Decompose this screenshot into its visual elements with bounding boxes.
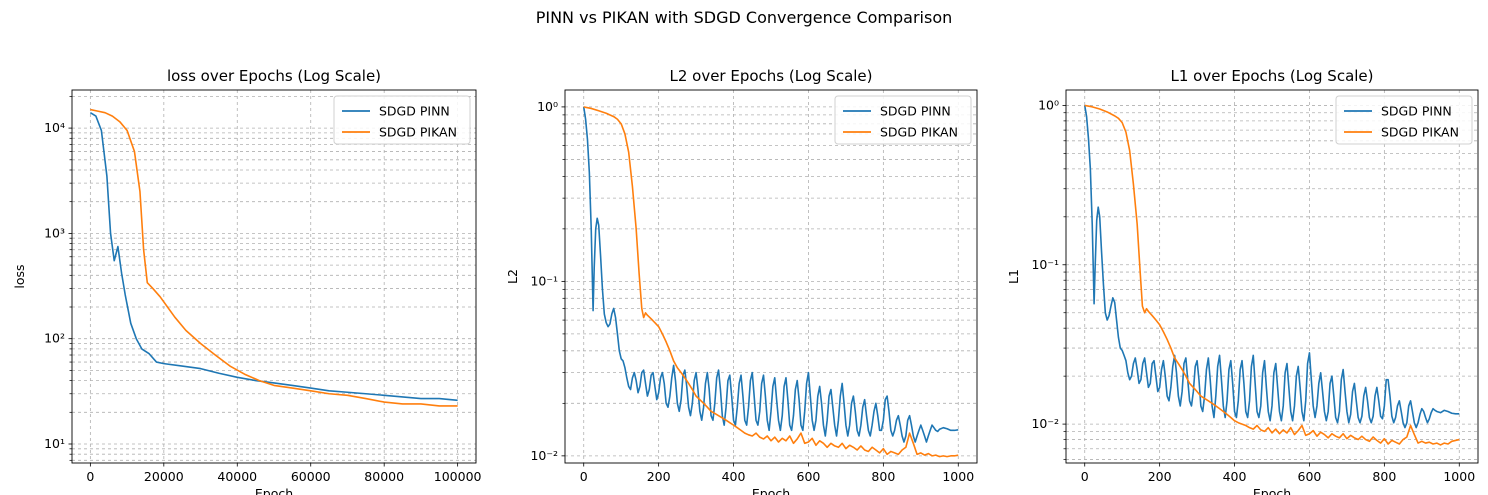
x-tick-label: 20000 — [144, 469, 184, 484]
x-tick-label: 1000 — [1443, 469, 1475, 484]
y-axis-label: L1 — [1006, 269, 1021, 284]
legend: SDGD PINN SDGD PIKAN — [1335, 95, 1473, 145]
chart-panel-3: 0 200 400 600 800 1000 10⁻² 10⁻¹ 10⁰ L1 over Epoc… — [1006, 67, 1479, 495]
x-tick-label: 600 — [797, 469, 821, 484]
minor-gridlines — [1063, 112, 1478, 460]
x-tick-label: 60000 — [291, 469, 331, 484]
legend: SDGD PINN SDGD PIKAN — [333, 95, 471, 145]
axes-frame — [71, 89, 477, 464]
legend-label-pinn: SDGD PINN — [1381, 104, 1452, 119]
chart-title: L1 over Epochs (Log Scale) — [1170, 67, 1373, 85]
legend: SDGD PINN SDGD PIKAN — [834, 95, 972, 145]
legend-label-pikan: SDGD PIKAN — [1381, 125, 1459, 140]
y-tick-label: 10⁻² — [1031, 416, 1059, 431]
minor-gridlines — [69, 95, 476, 461]
x-axis-label: Epoch — [1253, 486, 1291, 495]
chart-title: loss over Epochs (Log Scale) — [167, 67, 381, 85]
series-line-pinn — [1083, 105, 1460, 429]
x-tick-label: 400 — [722, 469, 746, 484]
series-line-pikan — [583, 106, 959, 458]
chart-panel-2: 0 200 400 600 800 1000 10⁻² 10⁻¹ 10⁰ L2 over Epoc… — [505, 67, 978, 495]
y-tick-label: 10⁻² — [530, 448, 558, 463]
x-tick-label: 0 — [1081, 469, 1089, 484]
series-line-pikan — [90, 108, 458, 407]
x-tick-label: 400 — [1223, 469, 1247, 484]
axes-frame — [564, 89, 978, 464]
chart-title: L2 over Epochs (Log Scale) — [669, 67, 872, 85]
x-tick-label: 100000 — [434, 469, 482, 484]
y-tick-label: 10⁻¹ — [530, 273, 558, 288]
x-tick-label: 200 — [647, 469, 671, 484]
axes-frame — [1065, 89, 1479, 464]
y-axis-label: loss — [12, 264, 27, 288]
x-tick-label: 80000 — [364, 469, 404, 484]
figure-suptitle: PINN vs PIKAN with SDGD Convergence Comp… — [536, 8, 953, 27]
y-axis-label: L2 — [505, 269, 520, 284]
legend-label-pinn: SDGD PINN — [880, 104, 951, 119]
y-tick-label: 10⁰ — [1038, 97, 1059, 112]
y-tick-label: 10² — [44, 331, 65, 346]
major-gridlines: 0 200 400 600 800 1000 10⁻² 10⁻¹ 10⁰ — [530, 90, 977, 484]
x-tick-label: 0 — [580, 469, 588, 484]
x-tick-label: 0 — [86, 469, 94, 484]
x-tick-label: 600 — [1298, 469, 1322, 484]
x-tick-label: 40000 — [217, 469, 257, 484]
panels: 0 20000 40000 60000 80000 10000010¹10²10³10⁴l… — [12, 67, 1479, 495]
x-tick-label: 200 — [1148, 469, 1172, 484]
y-tick-label: 10³ — [44, 225, 65, 240]
series-line-pinn — [89, 112, 458, 402]
x-tick-label: 800 — [1372, 469, 1396, 484]
major-gridlines: 0 20000 40000 60000 80000 100000 10¹ 10² 10³ 10⁴ — [44, 90, 482, 484]
legend-label-pikan: SDGD PIKAN — [379, 125, 457, 140]
x-axis-label: Epoch — [255, 486, 293, 495]
y-tick-label: 10⁴ — [44, 120, 65, 135]
legend-label-pikan: SDGD PIKAN — [880, 125, 958, 140]
y-tick-label: 10⁰ — [537, 99, 558, 114]
legend-label-pinn: SDGD PINN — [379, 104, 450, 119]
minor-gridlines — [562, 114, 977, 404]
series-line-pinn — [582, 106, 959, 443]
y-tick-label: 10¹ — [44, 436, 65, 451]
series-line-pikan — [1084, 104, 1460, 446]
x-tick-label: 800 — [871, 469, 895, 484]
major-gridlines: 0 200 400 600 800 1000 10⁻² 10⁻¹ 10⁰ — [1031, 90, 1478, 484]
x-axis-label: Epoch — [752, 486, 790, 495]
chart-panel-1: 0 20000 40000 60000 80000 100000 10¹ 10² 10³ 10⁴ l… — [12, 67, 482, 495]
x-tick-label: 1000 — [942, 469, 974, 484]
y-tick-label: 10⁻¹ — [1031, 257, 1059, 272]
